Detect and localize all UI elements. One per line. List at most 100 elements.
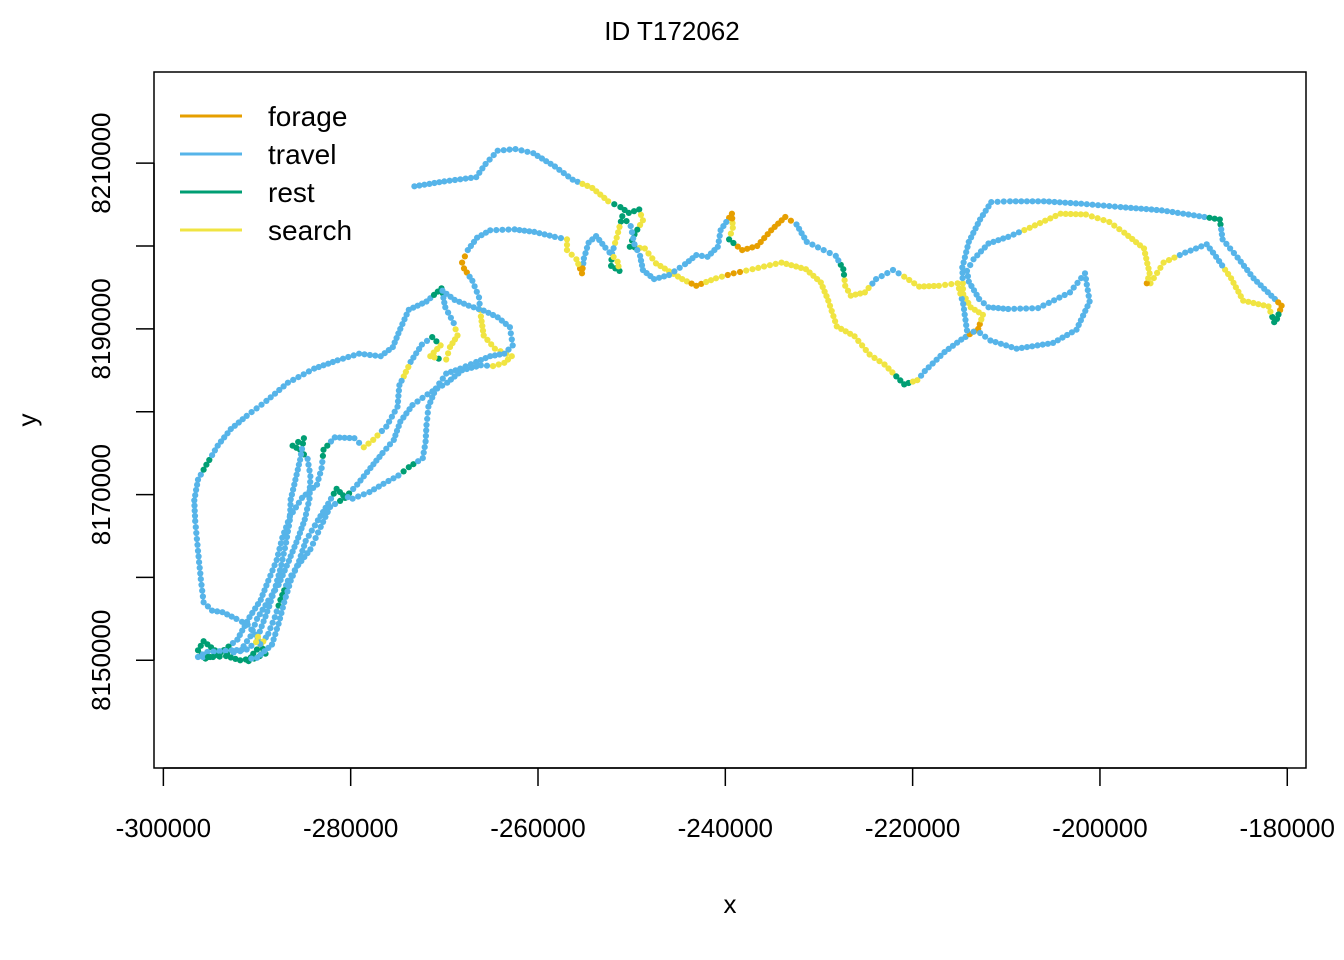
track-point-travel [277,540,284,547]
track-point-travel [394,398,402,405]
track-point-travel [820,247,827,254]
track-point-search [1072,211,1079,218]
track-point-travel [1023,198,1030,205]
x-tick-label: -220000 [865,813,960,843]
track-point-travel [395,392,402,400]
track-point-travel [306,490,313,497]
track-point-travel [317,523,324,531]
track-point-travel [1008,344,1015,351]
track-point-search [925,283,933,290]
track-point-travel [446,177,453,184]
legend: forage travel rest search [180,101,352,246]
track-point-search [942,281,949,288]
track-point-search [563,241,571,248]
track-point-travel [1012,198,1019,205]
track-point-rest [625,209,632,216]
track-point-search [573,256,580,263]
track-point-travel [275,572,282,579]
track-point-rest [630,208,638,215]
track-point-travel [1196,213,1203,220]
track-point-travel [302,537,309,545]
track-point-travel [287,506,294,513]
track-point-travel [214,442,221,449]
track-point-travel [278,561,285,569]
track-point-travel [634,247,641,254]
track-point-search [911,280,918,287]
track-point-travel [698,252,706,259]
track-point-travel [265,577,272,584]
track-point-travel [963,327,971,334]
track-point-rest [324,442,331,449]
track-point-travel [274,577,281,584]
track-point-travel [279,556,286,563]
track-point-travel [704,253,711,260]
track-point-travel [1111,203,1118,210]
track-point-travel [259,591,266,599]
track-point-travel [1176,252,1183,259]
track-point-search [755,264,762,271]
track-point-travel [970,328,977,335]
track-point-travel [479,165,486,172]
track-point-search [707,277,715,284]
track-point-travel [283,533,291,541]
track-point-travel [284,528,291,535]
track-point-travel [209,607,216,614]
track-point-travel [305,368,312,375]
track-point-travel [194,481,201,488]
track-point-search [1121,229,1128,236]
track-point-forage [724,271,731,279]
track-point-rest [209,653,217,661]
track-point-search [637,211,645,218]
track-point-search [1042,217,1049,224]
x-tick-label: -240000 [678,813,773,843]
track-point-search [1250,299,1257,307]
track-point-search [446,344,454,351]
track-point-travel [282,593,289,601]
track-point-travel [1000,235,1007,242]
track-point-travel [560,170,567,177]
track-point-forage [754,242,761,250]
track-point-travel [469,277,476,284]
track-point-search [1100,217,1107,224]
track-point-travel [383,423,390,430]
track-point-search [1157,264,1164,271]
track-point-travel [298,445,306,453]
track-point-travel [214,608,221,615]
track-point-travel [345,353,352,361]
track-point-travel [1138,205,1145,212]
track-point-travel [325,360,332,367]
track-point-search [1150,275,1157,282]
track-point-travel [287,496,294,503]
track-point-travel [1198,243,1205,250]
track-point-search [584,182,591,189]
track-point-forage [461,253,468,260]
track-point-search [1165,257,1173,264]
track-point-travel [1216,258,1223,265]
track-point-travel [889,266,897,274]
track-point-travel [921,368,928,375]
track-point-rest [897,377,904,384]
track-point-travel [477,362,484,369]
track-point-search [955,285,963,292]
track-point-search [479,322,486,330]
track-point-travel [1148,206,1155,213]
track-point-travel [637,257,645,264]
track-point-travel [286,517,293,524]
track-point-travel [610,245,617,252]
track-point-travel [243,412,250,419]
track-point-search [1116,226,1123,233]
track-point-rest [232,655,239,663]
track-point-travel [963,267,971,274]
track-point-travel [294,466,301,473]
track-point-search [479,327,487,334]
track-point-search [830,313,837,320]
track-point-search [935,282,943,289]
track-point-search [501,359,508,366]
track-point-travel [631,241,638,248]
track-point-travel [436,179,443,186]
track-point-search [855,337,862,344]
track-point-travel [443,370,450,377]
track-point-travel [411,183,418,190]
track-point-rest [320,446,327,453]
track-point-travel [253,405,260,412]
